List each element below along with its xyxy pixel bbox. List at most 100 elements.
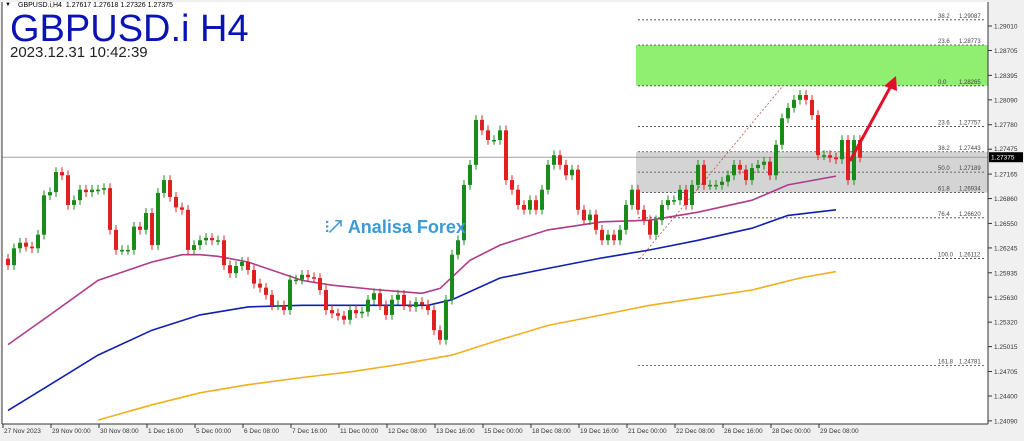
bull-candle [726,175,730,182]
current-price-box [989,152,1023,163]
datetime-label: 2023.12.31 10:42:39 [10,44,148,61]
bull-candle [240,261,244,266]
bear-candle [312,277,316,279]
bear-candle [336,313,340,316]
price-axis-label: 1.26550 [994,221,1018,228]
bull-candle [630,189,634,205]
price-axis-label: 1.27475 [994,146,1018,153]
price-axis-label: 1.25015 [994,344,1018,351]
fib-ratio-label: 76.4 [938,212,950,218]
bull-candle [540,189,544,210]
bear-candle [270,294,274,306]
bear-candle [576,169,580,210]
time-axis-label: 29 Nov 00:00 [52,428,91,435]
bear-candle [768,161,772,176]
bear-candle [426,304,430,311]
bull-candle [120,249,124,252]
fib-price-label: 1.27757 [959,121,981,127]
fib-price-label: 1.26620 [959,212,981,218]
bear-candle [438,330,442,340]
bull-candle [714,184,718,187]
ohlc-values: 1.27617 1.27618 1.27326 1.27375 [65,2,173,9]
bull-candle [288,279,292,311]
bear-candle [324,290,328,311]
bear-candle [816,115,820,156]
bull-candle [132,226,136,250]
bull-candle [780,118,784,145]
bull-candle [198,240,202,246]
bear-candle [222,240,226,266]
time-axis-label: 26 Dec 16:00 [724,428,763,435]
bull-candle [12,248,16,266]
bear-candle [114,229,118,250]
bull-candle [456,240,460,255]
fib-ratio-label: 50.0 [938,166,950,172]
time-axis-label: 15 Dec 00:00 [484,428,523,435]
watermark-text: Analisa Forex [347,217,466,237]
bull-candle [162,180,166,193]
fib-price-label: 1.26112 [959,253,981,259]
bull-candle [822,155,826,157]
time-axis-label: 21 Dec 00:00 [628,428,667,435]
fib-trend-line [639,85,784,259]
bull-candle [294,279,298,282]
dropdown-arrow-icon[interactable]: ▼ [5,2,11,8]
time-axis-label: 29 Dec 08:00 [820,428,859,435]
bull-candle [474,119,478,165]
bull-candle [654,220,658,235]
bull-candle [42,195,46,235]
fib-ratio-label: 23.6 [938,39,950,45]
bear-candle [378,293,382,306]
bull-candle [54,172,58,193]
bear-candle [744,169,748,181]
bear-candle [180,207,184,210]
bear-candle [264,287,268,295]
bull-candle [750,168,754,181]
bull-candle [690,184,694,205]
price-axis-label: 1.28395 [994,73,1018,80]
bull-candle [234,265,238,274]
bear-candle [384,305,388,315]
bear-candle [810,99,814,116]
bull-candle [570,169,574,176]
fib-ratio-label: 61.8 [938,187,950,193]
bear-candle [510,180,514,190]
bear-candle [6,258,10,266]
fib-price-label: 1.27189 [959,166,981,172]
time-axis-label: 13 Dec 16:00 [436,428,475,435]
bear-candle [504,130,508,181]
bear-candle [306,274,310,278]
price-axis-label: 1.26860 [994,196,1018,203]
bear-candle [636,189,640,210]
time-axis-label: 22 Dec 08:00 [676,428,715,435]
bull-candle [18,242,22,249]
bear-candle [858,139,862,158]
watermark-logo: ⫶↗ Analisa Forex [325,217,466,238]
moving-average-line [7,175,837,346]
bear-candle [330,310,334,314]
bull-candle [390,299,394,315]
bear-candle [486,130,490,140]
bear-candle [318,278,322,291]
time-axis-label: 30 Nov 08:00 [100,428,139,435]
bear-candle [516,189,520,205]
price-axis-label: 1.24705 [994,369,1018,376]
time-axis-label: 7 Dec 16:00 [292,428,327,435]
bear-candle [564,164,568,176]
bull-candle [96,189,100,192]
symbol-info: GBPUSD.i,H4 1.27617 1.27618 1.27326 1.27… [18,1,173,10]
bear-candle [420,302,424,305]
moving-average-line [97,270,837,421]
bear-candle [648,220,652,235]
bear-candle [354,310,358,314]
price-axis-label: 1.26245 [994,245,1018,252]
bull-candle [72,200,76,205]
bull-candle [126,249,130,252]
fib-ratio-label: 38.2 [938,146,950,152]
bull-candle [678,189,682,201]
bull-candle [792,99,796,108]
bear-candle [342,315,346,320]
bull-candle [666,200,670,205]
